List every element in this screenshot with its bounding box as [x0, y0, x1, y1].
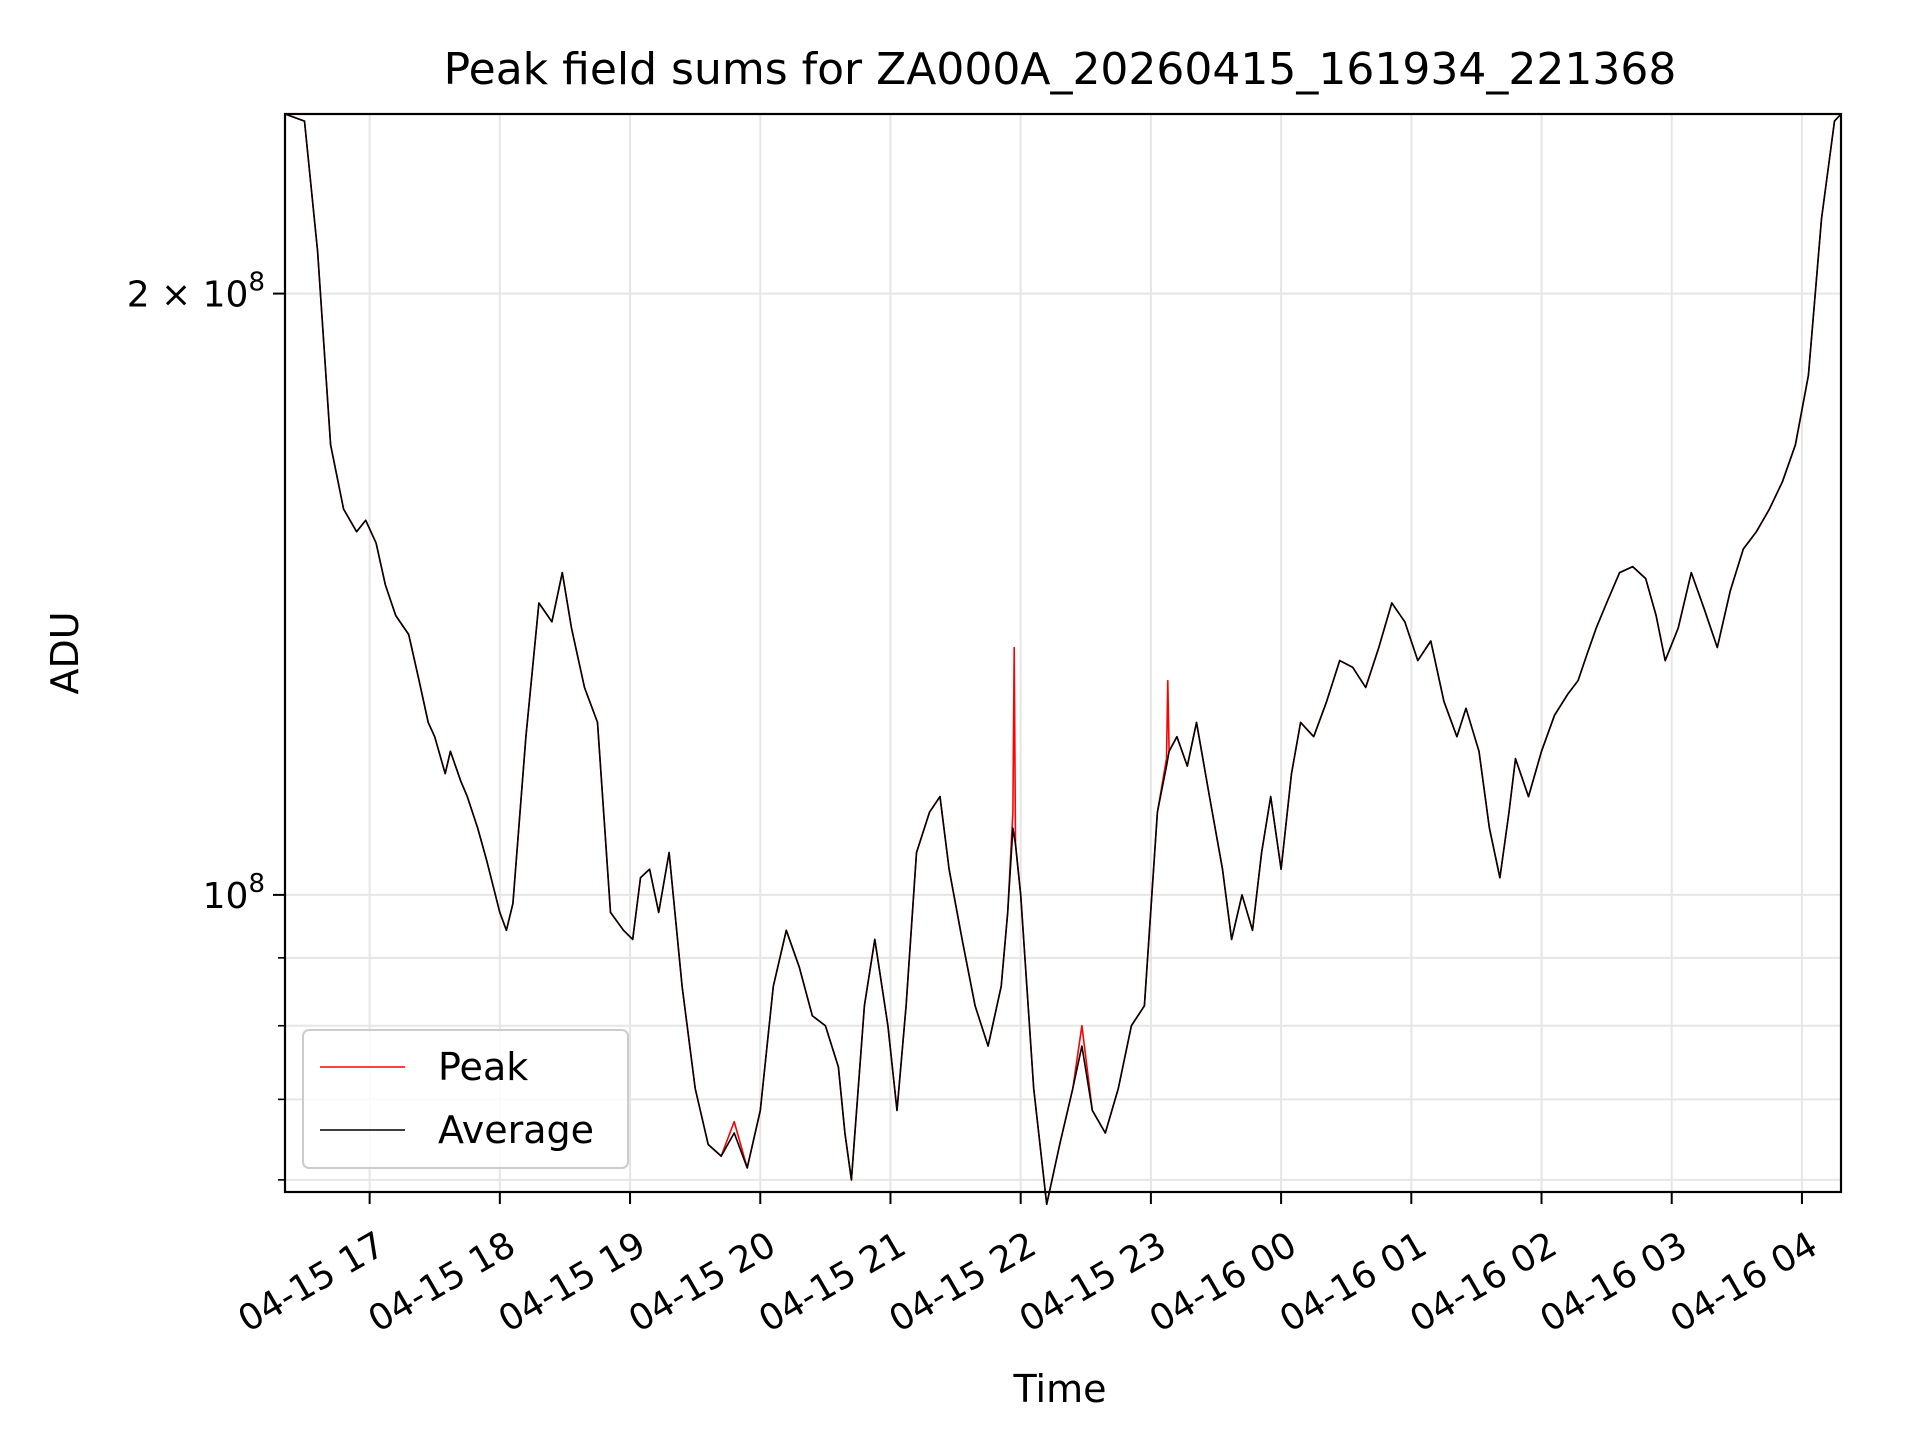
- y-axis-label: ADU: [43, 611, 87, 694]
- y-tick-label-0: 108: [203, 869, 265, 917]
- legend-average-label: Average: [438, 1108, 594, 1152]
- legend-peak-label: Peak: [438, 1045, 528, 1089]
- legend-box: [302, 1029, 629, 1169]
- legend: Peak Average: [302, 1029, 629, 1169]
- y-tick-label-1: 2 × 108: [127, 268, 265, 316]
- x-axis-label: Time: [1013, 1367, 1107, 1411]
- chart-title: Peak field sums for ZA000A_20260415_1619…: [444, 44, 1677, 95]
- grid: [285, 114, 1841, 1192]
- series-layer: [284, 113, 1842, 1206]
- series-line-average: [284, 113, 1842, 1206]
- plot-frame: [283, 112, 1843, 1194]
- y-axis: 108 2 × 108: [127, 268, 285, 1181]
